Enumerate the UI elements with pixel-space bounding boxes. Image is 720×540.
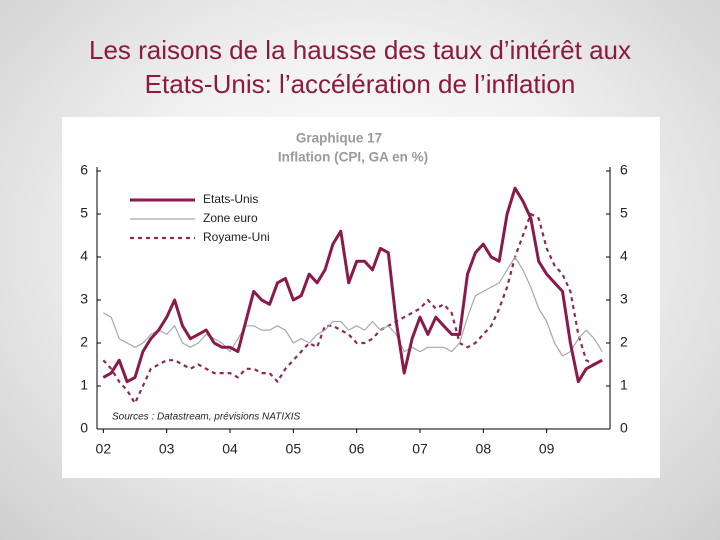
series-line (103, 256, 603, 357)
legend-label: Zone euro (203, 211, 258, 225)
y2-tick-label: 3 (620, 291, 628, 307)
y-tick-label: 2 (80, 334, 88, 350)
y-tick-label: 1 (80, 377, 88, 393)
x-tick-label: 07 (412, 441, 428, 457)
y-tick-label: 3 (80, 291, 88, 307)
slide-title: Les raisons de la hausse des taux d’inté… (89, 35, 631, 65)
series-line (102, 212, 603, 405)
x-tick-label: 04 (222, 441, 238, 457)
x-tick-label: 02 (96, 441, 112, 457)
y-tick-label: 0 (80, 420, 88, 436)
chart-panel (62, 117, 660, 478)
y-tick-label: 6 (80, 162, 88, 178)
x-tick-label: 09 (539, 441, 555, 457)
y-tick-label: 5 (80, 205, 88, 221)
slide-title: Etats-Unis: l’accélération de l’inflatio… (145, 69, 576, 99)
source-note: Sources : Datastream, prévisions NATIXIS (112, 412, 301, 423)
legend-label: Royame-Uni (203, 230, 270, 244)
y-tick-label: 4 (80, 248, 88, 264)
y2-tick-label: 4 (620, 248, 628, 264)
x-tick-label: 03 (159, 441, 175, 457)
y2-tick-label: 1 (620, 377, 628, 393)
y2-tick-label: 2 (620, 334, 628, 350)
y2-tick-label: 5 (620, 205, 628, 221)
chart-title: Graphique 17 (296, 131, 382, 146)
x-tick-label: 08 (476, 441, 492, 457)
series-line (102, 186, 603, 384)
y2-tick-label: 0 (620, 420, 628, 436)
chart-subtitle: Inflation (CPI, GA en %) (278, 150, 428, 165)
legend-label: Etats-Unis (203, 192, 258, 206)
x-tick-label: 05 (286, 441, 302, 457)
x-tick-label: 06 (349, 441, 365, 457)
y2-tick-label: 6 (620, 162, 628, 178)
